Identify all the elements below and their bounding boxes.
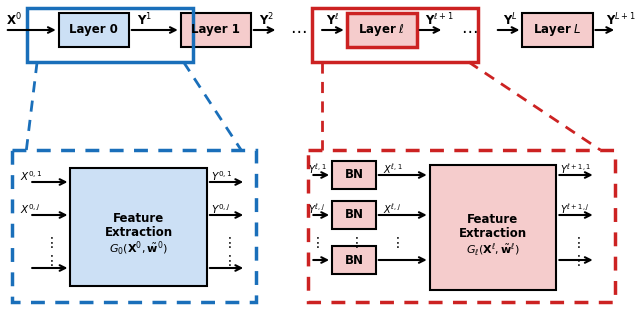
Text: $Y^{\ell,1}$: $Y^{\ell,1}$ [308,162,327,176]
FancyBboxPatch shape [332,246,376,274]
FancyBboxPatch shape [180,13,251,47]
Text: $\vdots$: $\vdots$ [571,236,581,250]
FancyBboxPatch shape [347,13,417,47]
Text: $Y^{\ell+1,1}$: $Y^{\ell+1,1}$ [561,162,592,176]
Text: $X^{0,1}$: $X^{0,1}$ [20,169,42,183]
Text: $Y^{\ell,j}$: $Y^{\ell,j}$ [308,202,325,216]
Text: $\mathbf{Y}^2$: $\mathbf{Y}^2$ [259,12,274,28]
Text: BN: BN [344,169,364,181]
FancyBboxPatch shape [332,161,376,189]
Text: $X^{\ell,j}$: $X^{\ell,j}$ [383,202,401,216]
Text: $Y^{\ell+1,j}$: $Y^{\ell+1,j}$ [561,202,590,216]
Text: $X^{\ell,1}$: $X^{\ell,1}$ [383,162,403,176]
Text: $X^{0,j}$: $X^{0,j}$ [20,202,40,216]
FancyBboxPatch shape [522,13,593,47]
Text: $\mathbf{Y}^1$: $\mathbf{Y}^1$ [137,12,152,28]
Text: $G_0(\mathbf{X}^0, \tilde{\mathbf{w}}^0)$: $G_0(\mathbf{X}^0, \tilde{\mathbf{w}}^0)… [109,240,168,258]
Text: Layer 1: Layer 1 [191,24,240,37]
FancyBboxPatch shape [332,201,376,229]
Text: $Y^{0,j}$: $Y^{0,j}$ [211,202,230,216]
Text: $\vdots$: $\vdots$ [571,253,581,268]
Text: $\cdots$: $\cdots$ [291,21,307,39]
Text: Extraction: Extraction [104,227,173,240]
Text: $\vdots$: $\vdots$ [349,236,358,250]
Text: $\vdots$: $\vdots$ [221,236,231,250]
Text: $\vdots$: $\vdots$ [310,236,320,250]
Text: $\mathbf{Y}^{L+1}$: $\mathbf{Y}^{L+1}$ [606,12,636,28]
Text: $\vdots$: $\vdots$ [390,236,400,250]
Text: $\vdots$: $\vdots$ [221,253,231,268]
Text: $\mathbf{Y}^{\ell+1}$: $\mathbf{Y}^{\ell+1}$ [425,12,453,28]
Text: $G_\ell(\mathbf{X}^\ell, \tilde{\mathbf{w}}^\ell)$: $G_\ell(\mathbf{X}^\ell, \tilde{\mathbf{… [466,241,520,258]
Text: Extraction: Extraction [459,227,527,240]
FancyBboxPatch shape [59,13,129,47]
Text: $\mathbf{X}^0$: $\mathbf{X}^0$ [6,12,22,28]
Text: $Y^{0,1}$: $Y^{0,1}$ [211,169,232,183]
Text: Layer $\ell$: Layer $\ell$ [358,22,405,38]
Text: Layer 0: Layer 0 [69,24,118,37]
Text: BN: BN [344,254,364,267]
Text: $\vdots$: $\vdots$ [44,236,54,250]
Text: $\mathbf{Y}^L$: $\mathbf{Y}^L$ [503,12,518,28]
FancyBboxPatch shape [70,168,207,286]
Text: $\mathbf{Y}^\ell$: $\mathbf{Y}^\ell$ [326,12,340,28]
FancyBboxPatch shape [429,165,556,290]
Text: Feature: Feature [113,212,164,225]
Text: $\cdots$: $\cdots$ [461,21,478,39]
Text: Feature: Feature [467,213,518,226]
Text: BN: BN [344,209,364,222]
Text: $\vdots$: $\vdots$ [44,253,54,268]
Text: Layer $L$: Layer $L$ [533,22,582,38]
